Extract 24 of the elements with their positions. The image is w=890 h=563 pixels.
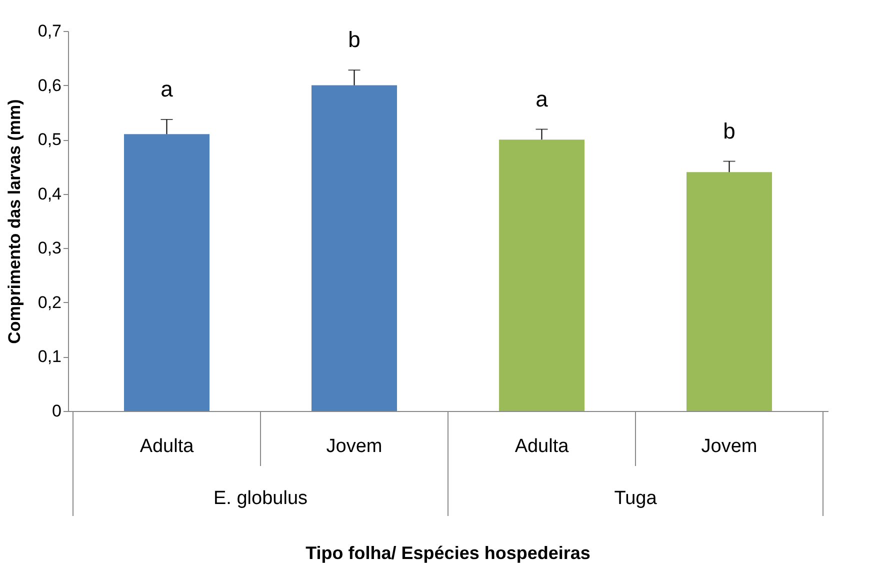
x-tick-label: Jovem [326, 436, 382, 457]
annotation: b [723, 118, 736, 144]
bar [686, 172, 772, 411]
text: E. globulus [213, 488, 308, 509]
bar [312, 85, 397, 411]
text: Tuga [614, 488, 658, 509]
y-tick-label: 0,4 [38, 184, 62, 204]
x-tick-label: Jovem [701, 436, 758, 457]
y-tick-label: 0,5 [38, 130, 62, 150]
x-tick-label: Adulta [140, 436, 194, 457]
bar [499, 140, 584, 411]
annotation: b [348, 27, 360, 52]
y-tick-label: 0 [52, 402, 62, 420]
bar [124, 134, 210, 411]
annotation: a [536, 86, 549, 112]
y-axis-title: Comprimento das larvas (mm) [4, 99, 24, 344]
x-tick-label: Adulta [514, 436, 570, 457]
annotation: a [160, 76, 174, 102]
y-tick-label: 0,7 [38, 22, 62, 40]
y-tick-label: 0,6 [38, 76, 62, 95]
y-tick-label: 0,1 [38, 347, 62, 366]
x-axis-title: Tipo folha/ Espécies hospedeiras [306, 543, 590, 563]
y-tick-label: 0,2 [38, 292, 62, 312]
y-tick-label: 0,3 [38, 238, 62, 258]
